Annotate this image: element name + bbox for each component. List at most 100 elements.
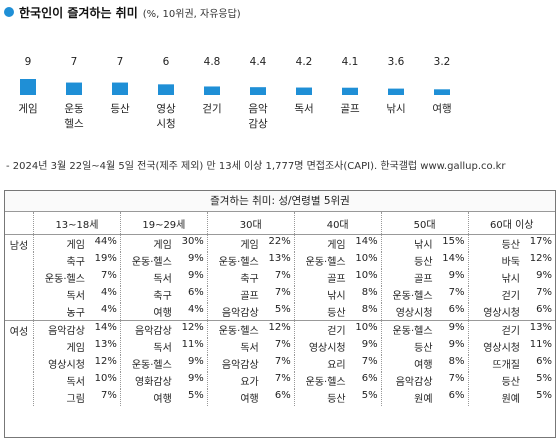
hobby-name: 운동·헬스 (218, 326, 259, 337)
hobby-name: 요리 (327, 360, 346, 371)
hobby-name: 등산 (414, 343, 433, 354)
category-label: 걷기 (202, 103, 221, 115)
table-cell: 등산 9% (380, 338, 469, 355)
table-cell: 뜨개질 6% (467, 355, 555, 372)
bar-value-label: 9 (25, 56, 32, 68)
hobby-percent: 9% (187, 270, 204, 281)
category-label: 감상 (248, 118, 268, 130)
hobby-percent: 19% (94, 253, 117, 264)
bar-2 (112, 82, 128, 95)
hobby-percent: 7% (536, 287, 552, 298)
table-cell: 걷기 10% (293, 320, 382, 338)
table-cell: 낚시 8% (293, 286, 382, 303)
table-cell: 게임 22% (206, 234, 295, 252)
table-row: 여성 음악감상 14% 음악감상 12% 운동·헬스 12% 걷기 10% 운동·헬스 9% 걷기 13… (5, 320, 555, 406)
hobby-percent: 5% (361, 390, 378, 401)
hobby-percent: 17% (529, 236, 552, 247)
category-label: 낚시 (386, 103, 405, 115)
hobby-name: 걷기 (501, 326, 520, 337)
hobby-percent: 12% (529, 253, 552, 264)
table-cell: 등산 14% (380, 252, 469, 269)
hobby-percent: 6% (274, 390, 291, 401)
hobby-name: 운동·헬스 (392, 291, 433, 302)
bar-4 (204, 86, 220, 95)
table-cell: 음악감상 7% (380, 372, 469, 389)
table-cell: 등산 5% (467, 372, 555, 389)
hobby-percent: 9% (448, 322, 465, 333)
survey-note: - 2024년 3월 22일~4월 5일 전국(제주 제외) 만 13세 이상 … (6, 161, 506, 172)
hobby-name: 영상시청 (483, 343, 520, 354)
hobby-name: 게임 (66, 343, 85, 354)
category-label: 골프 (340, 103, 360, 115)
table-corner-cell (5, 212, 34, 235)
hobby-percent: 9% (448, 270, 465, 281)
hobby-name: 등산 (414, 257, 433, 268)
table-cell: 영상시청 11% (467, 338, 555, 355)
hobby-name: 여행 (240, 394, 259, 405)
bullet-dot-icon (4, 7, 14, 17)
table-cell: 음악감상 12% (119, 320, 208, 338)
hobby-name: 등산 (501, 240, 520, 251)
hobby-percent: 12% (181, 322, 204, 333)
hobby-name: 바둑 (501, 257, 520, 268)
table-cell: 독서 4% (33, 286, 121, 303)
table-cell: 걷기 7% (467, 286, 555, 303)
table-cell: 축구 19% (33, 252, 121, 269)
chart-header: 한국인이 즐겨하는 취미 (%, 10위권, 자유응답) (4, 3, 241, 21)
hobby-name: 원예 (501, 394, 520, 405)
table-row: 운동·헬스 7% 독서 9% 축구 7% 골프 10% 골프 9% 낚시 9% (5, 269, 555, 286)
hobby-percent: 7% (448, 373, 465, 384)
category-label: 음악 (248, 103, 268, 115)
hobby-name: 여행 (153, 394, 172, 405)
hobby-percent: 12% (94, 356, 117, 367)
bar-value-label: 6 (163, 56, 170, 68)
table-cell: 게임 44% (33, 234, 121, 252)
table-cell: 영상시청 6% (467, 303, 555, 321)
hobby-name: 영상시청 (48, 360, 85, 371)
table-cell: 원예 6% (380, 389, 469, 406)
bar-value-label: 7 (117, 56, 124, 68)
table-cell: 바둑 12% (467, 252, 555, 269)
hobby-name: 음악감상 (221, 360, 259, 371)
hobby-name: 등산 (327, 308, 346, 319)
hobby-percent: 5% (536, 390, 552, 401)
table-cell: 걷기 13% (467, 320, 555, 338)
bar-1 (66, 82, 82, 95)
category-label: 여행 (432, 103, 451, 115)
table-row: 게임 13% 독서 11% 독서 7% 영상시청 9% 등산 9% 영상시청 11% (5, 338, 555, 355)
table-row: 독서 10% 영화감상 9% 요가 7% 운동·헬스 6% 음악감상 7% 등산 5% (5, 372, 555, 389)
hobby-percent: 44% (94, 236, 117, 247)
hobby-name: 독서 (153, 274, 172, 285)
table-cell: 낚시 15% (380, 234, 469, 252)
table-cell: 여행 8% (380, 355, 469, 372)
hobby-percent: 5% (187, 390, 204, 401)
hobby-name: 운동·헬스 (305, 377, 346, 388)
table-cell: 독서 10% (33, 372, 121, 389)
bar-0 (20, 79, 36, 95)
table-cell: 영상시청 6% (380, 303, 469, 321)
hobby-percent: 10% (355, 253, 378, 264)
table-row: 남성 게임 44% 게임 30% 게임 22% 게임 14% 낚시 15% 등산 17% (5, 234, 555, 252)
hobby-percent: 7% (274, 270, 291, 281)
hobby-percent: 12% (268, 322, 291, 333)
hobby-name: 운동·헬스 (305, 257, 346, 268)
hobby-name: 뜨개질 (492, 360, 520, 371)
table-cell: 그림 7% (33, 389, 121, 406)
hobby-percent: 7% (274, 356, 291, 367)
category-label: 게임 (18, 102, 37, 115)
hobby-percent: 4% (187, 304, 204, 315)
hobby-percent: 5% (536, 373, 552, 384)
group-label: 여성 (5, 320, 34, 406)
table-cell: 요리 7% (293, 355, 382, 372)
demographic-table: 즐겨하는 취미: 성/연령별 5위권 13~18세 19~29세 30대 40대 50대… (4, 190, 556, 438)
hobby-name: 운동·헬스 (131, 257, 172, 268)
hobby-name: 영상시청 (483, 308, 520, 319)
hobby-percent: 10% (355, 322, 378, 333)
category-label: 독서 (294, 103, 313, 115)
column-header: 40대 (293, 212, 382, 235)
hobby-percent: 9% (536, 270, 552, 281)
hobby-name: 운동·헬스 (44, 274, 85, 285)
hobby-name: 골프 (240, 291, 259, 302)
table-cell: 운동·헬스 12% (206, 320, 295, 338)
hobby-name: 골프 (327, 274, 346, 285)
